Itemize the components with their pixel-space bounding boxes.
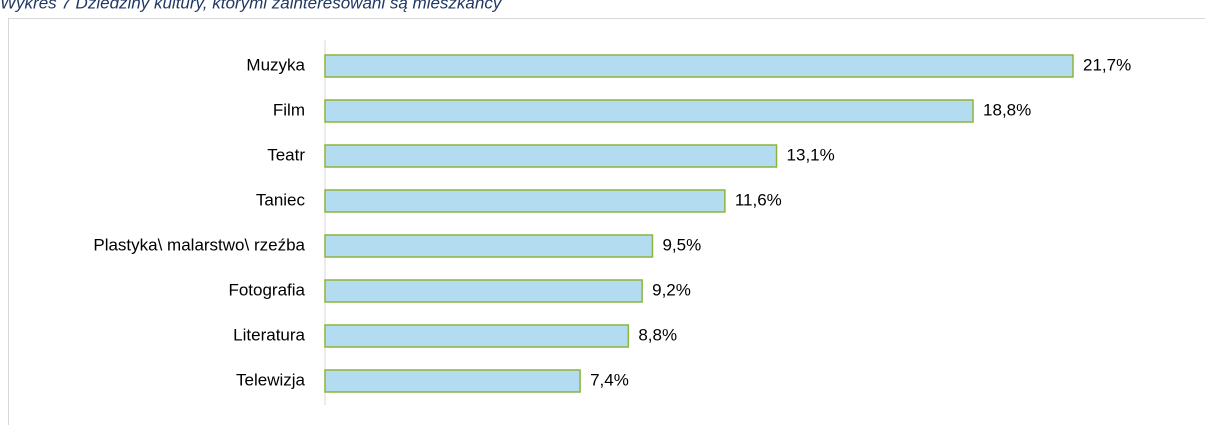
bar xyxy=(324,144,778,168)
category-label: Fotografia xyxy=(228,280,305,299)
category-label: Muzyka xyxy=(246,55,305,74)
chart-frame xyxy=(8,18,1205,425)
category-label: Telewizja xyxy=(236,370,306,389)
bar xyxy=(324,369,581,393)
category-label: Plastyka\ malarstwo\ rzeźba xyxy=(93,235,305,254)
value-label: 13,1% xyxy=(787,145,835,164)
category-label: Teatr xyxy=(267,145,305,164)
bar xyxy=(324,189,726,213)
value-label: 9,2% xyxy=(652,280,691,299)
chart-title: Wykres 7 Dziedziny kultury, którymi zain… xyxy=(0,0,503,12)
value-label: 18,8% xyxy=(983,100,1031,119)
value-label: 21,7% xyxy=(1083,55,1131,74)
bar xyxy=(324,99,974,123)
bar xyxy=(324,234,654,258)
value-label: 7,4% xyxy=(590,370,629,389)
category-label: Literatura xyxy=(233,325,305,344)
bar xyxy=(324,279,643,303)
bar xyxy=(324,324,630,348)
value-label: 8,8% xyxy=(638,325,677,344)
category-label: Film xyxy=(273,100,305,119)
value-label: 9,5% xyxy=(662,235,701,254)
value-label: 11,6% xyxy=(735,190,782,209)
bar xyxy=(324,54,1074,78)
category-label: Taniec xyxy=(256,190,306,209)
